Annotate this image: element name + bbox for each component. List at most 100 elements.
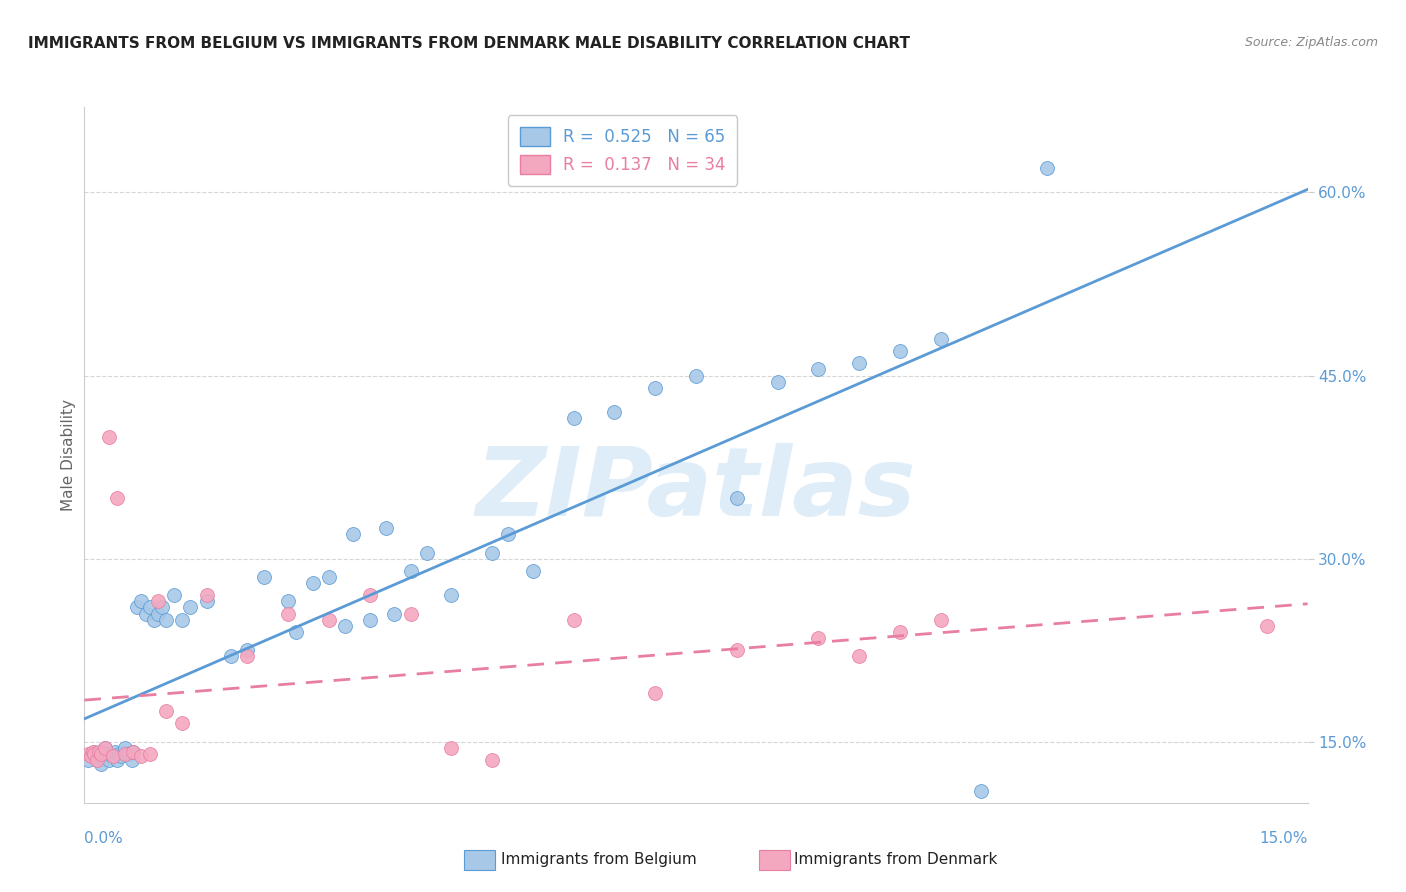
Point: [104, 745, 127, 759]
Point: [807, 631, 830, 645]
Point: [83, 745, 105, 759]
Point: [77, 747, 100, 761]
Point: [335, 619, 357, 633]
Point: [127, 600, 149, 615]
Point: [82, 745, 104, 759]
Point: [359, 588, 381, 602]
Point: [91, 749, 114, 764]
Point: [138, 600, 160, 615]
Point: [90, 756, 112, 771]
Text: Immigrants from Denmark: Immigrants from Denmark: [794, 853, 998, 867]
Point: [155, 613, 177, 627]
Point: [440, 588, 463, 602]
Point: [93, 740, 115, 755]
Point: [644, 686, 666, 700]
Point: [90, 747, 112, 761]
Point: [131, 749, 153, 764]
Point: [685, 368, 707, 383]
Point: [382, 607, 405, 621]
Point: [236, 649, 259, 664]
Text: IMMIGRANTS FROM BELGIUM VS IMMIGRANTS FROM DENMARK MALE DISABILITY CORRELATION C: IMMIGRANTS FROM BELGIUM VS IMMIGRANTS FR…: [28, 36, 910, 51]
Point: [122, 745, 145, 759]
Point: [318, 613, 340, 627]
Point: [285, 624, 308, 639]
Point: [146, 607, 169, 621]
Point: [644, 381, 666, 395]
Point: [96, 747, 118, 761]
Point: [146, 594, 169, 608]
Point: [172, 613, 194, 627]
Point: [114, 747, 136, 761]
Point: [101, 749, 124, 764]
Point: [318, 570, 340, 584]
Legend: R =  0.525   N = 65, R =  0.137   N = 34: R = 0.525 N = 65, R = 0.137 N = 34: [508, 115, 737, 186]
Point: [100, 747, 122, 761]
Text: Immigrants from Belgium: Immigrants from Belgium: [501, 853, 696, 867]
Point: [481, 545, 503, 559]
Point: [77, 753, 100, 767]
Point: [562, 411, 585, 425]
Text: 0.0%: 0.0%: [84, 830, 124, 846]
Point: [87, 747, 110, 761]
Point: [97, 753, 120, 767]
Point: [80, 747, 103, 761]
Point: [107, 747, 129, 761]
Point: [440, 740, 463, 755]
Point: [121, 753, 143, 767]
Point: [114, 740, 136, 755]
Point: [142, 613, 165, 627]
Point: [87, 745, 110, 759]
Point: [603, 405, 626, 419]
Point: [179, 600, 201, 615]
Point: [219, 649, 242, 664]
Point: [889, 344, 911, 359]
Point: [375, 521, 398, 535]
Point: [80, 749, 103, 764]
Point: [195, 588, 218, 602]
Point: [277, 594, 299, 608]
Point: [1256, 619, 1278, 633]
Point: [399, 607, 422, 621]
Point: [1035, 161, 1057, 175]
Point: [131, 594, 153, 608]
Point: [342, 527, 364, 541]
Point: [970, 783, 993, 797]
Point: [359, 613, 381, 627]
Point: [416, 545, 439, 559]
Point: [889, 624, 911, 639]
Point: [399, 564, 422, 578]
Point: [82, 749, 104, 764]
Point: [97, 429, 120, 443]
Point: [172, 716, 194, 731]
Text: ZIPatlas: ZIPatlas: [475, 443, 917, 536]
Point: [522, 564, 544, 578]
Point: [135, 607, 157, 621]
Point: [86, 753, 108, 767]
Point: [83, 747, 105, 761]
Point: [93, 740, 115, 755]
Point: [481, 753, 503, 767]
Point: [929, 332, 952, 346]
Point: [101, 749, 124, 764]
Point: [766, 375, 789, 389]
Point: [277, 607, 299, 621]
Point: [112, 745, 135, 759]
Point: [236, 643, 259, 657]
Point: [138, 747, 160, 761]
Point: [807, 362, 830, 376]
Point: [301, 576, 323, 591]
Point: [929, 613, 952, 627]
Point: [86, 753, 108, 767]
Point: [155, 704, 177, 718]
Point: [848, 649, 870, 664]
Point: [150, 600, 173, 615]
Text: 15.0%: 15.0%: [1260, 830, 1308, 846]
Point: [195, 594, 218, 608]
Point: [115, 747, 138, 761]
Text: Source: ZipAtlas.com: Source: ZipAtlas.com: [1244, 36, 1378, 49]
Point: [253, 570, 276, 584]
Point: [725, 643, 748, 657]
Y-axis label: Male Disability: Male Disability: [60, 399, 76, 511]
Point: [105, 753, 128, 767]
Point: [122, 745, 145, 759]
